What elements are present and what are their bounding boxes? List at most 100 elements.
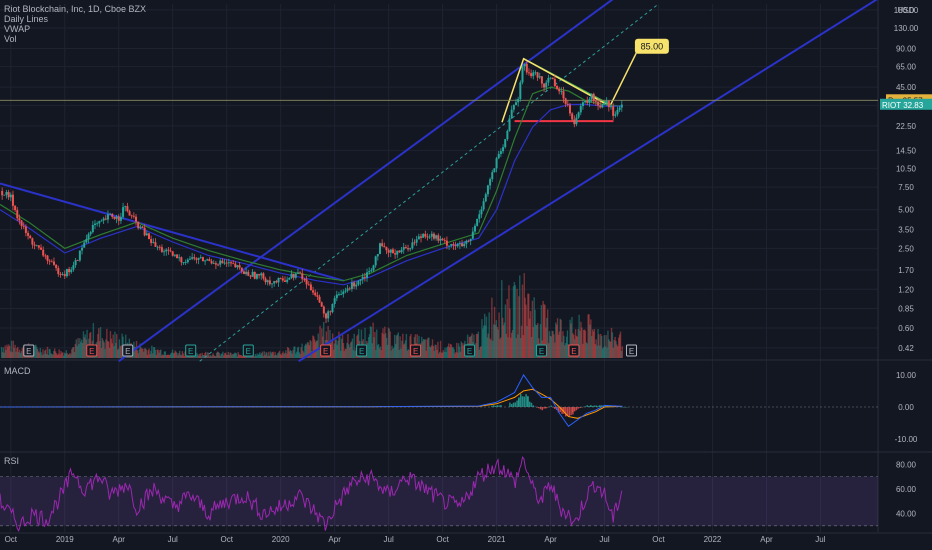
volume-bar [508, 285, 510, 358]
price-tick-label: 22.50 [896, 122, 917, 131]
earnings-marker-3[interactable]: E [185, 344, 197, 357]
earnings-marker-5[interactable]: E [320, 344, 332, 357]
earnings-marker-1[interactable]: E [86, 344, 98, 357]
volume-bar [592, 331, 595, 358]
volume-bar [523, 273, 525, 358]
earnings-marker-8[interactable]: E [464, 344, 476, 357]
volume-bar [53, 350, 55, 358]
macd-histogram-bar [543, 407, 545, 409]
trend-drawings[interactable]: 85.00 [0, 0, 878, 363]
volume-bar [517, 334, 519, 358]
grid [0, 0, 932, 532]
volume-bar [259, 352, 261, 358]
volume-bar [257, 355, 259, 358]
candle-body [584, 100, 587, 103]
earnings-marker-7[interactable]: E [410, 344, 422, 357]
volume-bar [139, 343, 141, 358]
macd-histogram-bar [534, 406, 536, 408]
earnings-marker-label: E [413, 347, 418, 356]
volume-bar [389, 331, 391, 358]
volume-bar [371, 343, 373, 358]
volume-bar [581, 327, 583, 358]
volume-bar [205, 351, 207, 358]
volume-bar [166, 355, 168, 358]
volume-bar [593, 328, 596, 358]
volume-bar [555, 324, 558, 358]
volume-bar [391, 345, 393, 358]
earnings-marker-0[interactable]: E [23, 344, 35, 357]
candle-body [262, 273, 265, 279]
candle-body [478, 214, 481, 219]
volume-bar [277, 353, 279, 358]
macd-histogram-bar [590, 405, 592, 407]
earnings-marker-10[interactable]: E [568, 344, 580, 357]
volume-bar [542, 300, 544, 358]
volume-bar [73, 352, 76, 358]
time-tick-label: Oct [436, 535, 449, 544]
volume-bar [45, 353, 48, 358]
volume-bar [385, 337, 388, 358]
volume-bar [442, 350, 444, 358]
volume-bar [401, 340, 403, 358]
candle-body [234, 263, 237, 268]
candle-body [467, 240, 470, 242]
volume-bar [396, 334, 399, 358]
earnings-marker-2[interactable]: E [122, 344, 134, 357]
volume-bar [457, 343, 460, 358]
candle-body [102, 218, 105, 221]
earnings-marker-4[interactable]: E [242, 344, 254, 357]
volume-bar [617, 346, 619, 358]
volume-bar [92, 323, 95, 358]
volume-bar [304, 343, 307, 358]
volume-bar [98, 328, 100, 358]
volume-bar [505, 333, 507, 358]
legend-vwap[interactable]: VWAP [4, 24, 31, 34]
legend-daily-lines[interactable]: Daily Lines [4, 14, 49, 24]
volume-bar [424, 339, 427, 358]
candle-body [577, 112, 580, 118]
rsi-title[interactable]: RSI [4, 456, 20, 466]
volume-bar [105, 339, 107, 358]
macd-histogram-bar [554, 407, 556, 409]
candle-body [402, 247, 405, 250]
volume-bar [603, 335, 606, 358]
macd-histogram-bar [599, 405, 601, 407]
volume-bar [107, 341, 110, 358]
candle-body [616, 109, 619, 115]
earnings-marker-9[interactable]: E [536, 344, 548, 357]
volume-bar [594, 344, 597, 358]
volume-bar [18, 349, 21, 358]
earnings-marker-11[interactable]: E [626, 344, 638, 357]
candle-body [480, 209, 483, 215]
volume-bar [421, 341, 424, 358]
volume-bar [197, 354, 199, 358]
candle-body [217, 264, 220, 266]
earnings-marker-6[interactable]: E [356, 344, 368, 357]
macd-title[interactable]: MACD [4, 366, 31, 376]
volume-bar [482, 328, 484, 358]
time-tick-label: Jul [815, 535, 825, 544]
volume-bar [246, 356, 248, 358]
candle-body [193, 257, 196, 259]
volume-bar [42, 349, 44, 358]
volume-bar [229, 352, 231, 358]
volume-bar [497, 329, 499, 358]
time-tick-label: Apr [113, 535, 126, 544]
volume-bar [528, 293, 530, 358]
volume-bar [527, 293, 529, 358]
volume-bar [5, 349, 7, 358]
volume-bar [534, 309, 536, 358]
earnings-marker-label: E [246, 347, 251, 356]
volume-bar [340, 338, 343, 358]
candle-body [188, 258, 191, 260]
volume-bar [231, 354, 233, 358]
candle-body [33, 244, 36, 246]
candle-body [292, 273, 295, 278]
volume-bar [80, 342, 82, 358]
legend-vol[interactable]: Vol [4, 34, 17, 44]
candle-body [141, 226, 144, 228]
volume-bar [97, 334, 99, 358]
candle-body [169, 250, 172, 252]
